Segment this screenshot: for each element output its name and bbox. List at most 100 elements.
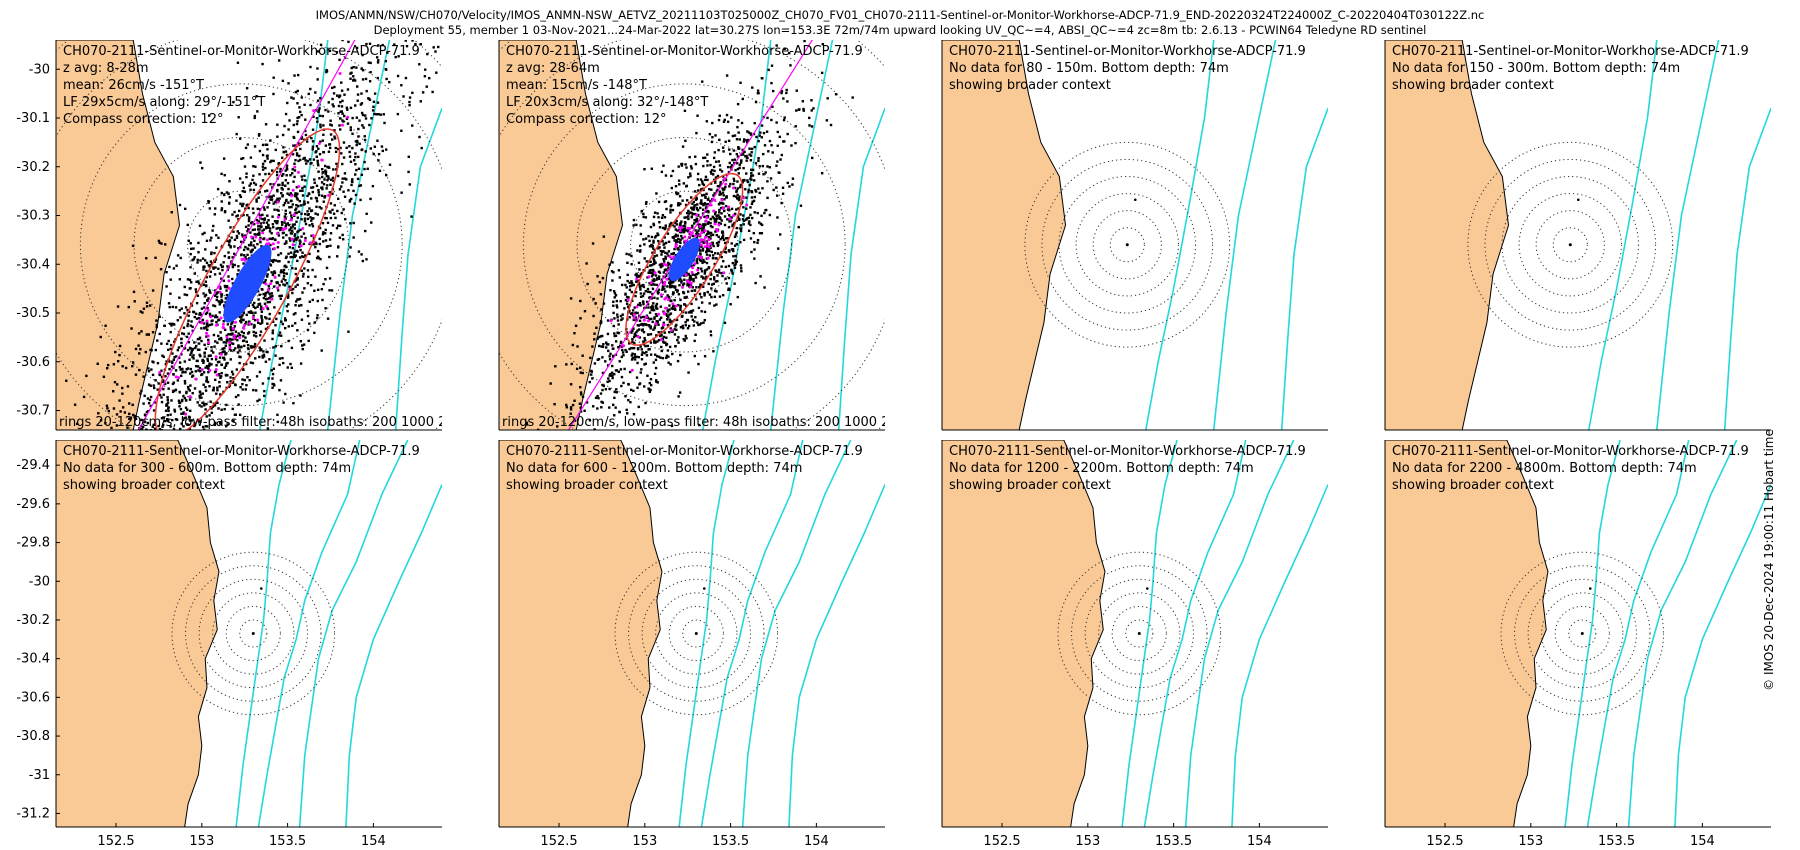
scatter-point: [631, 352, 634, 355]
scatter-point: [222, 304, 226, 307]
scatter-point: [278, 259, 281, 263]
scatter-point: [138, 352, 141, 355]
scatter-point: [753, 257, 756, 260]
scatter-point: [244, 146, 248, 150]
scatter-point: [668, 320, 672, 324]
scatter-point: [246, 143, 250, 146]
scatter-point: [261, 153, 265, 157]
scatter-point: [162, 416, 165, 419]
scatter-point: [680, 281, 683, 284]
scatter-point: [165, 403, 168, 406]
lowpass-point: [635, 305, 639, 309]
scatter-point: [171, 418, 174, 422]
scatter-point: [198, 348, 201, 352]
scatter-point: [641, 284, 645, 287]
scatter-point: [202, 306, 206, 309]
scatter-point: [639, 232, 643, 236]
scatter-point: [671, 307, 674, 311]
scatter-point: [369, 6, 371, 8]
scatter-point: [202, 433, 204, 435]
scatter-point: [601, 371, 605, 375]
scatter-point: [717, 235, 720, 239]
scatter-point: [225, 362, 228, 365]
scatter-point: [195, 317, 199, 320]
scatter-point: [645, 323, 648, 327]
scatter-point: [2, 539, 4, 541]
scatter-point: [678, 224, 682, 227]
scatter-point: [750, 147, 754, 151]
scatter-point: [687, 215, 690, 218]
x-tick-label: 152.5: [983, 834, 1020, 849]
scatter-point: [186, 385, 190, 389]
scatter-point: [276, 246, 280, 249]
scatter-point: [248, 354, 252, 357]
scatter-point: [712, 156, 716, 160]
scatter-point: [297, 204, 300, 208]
scatter-point: [127, 402, 131, 405]
scatter-point: [333, 204, 336, 207]
lowpass-point: [636, 335, 640, 339]
scatter-point: [225, 293, 229, 297]
scatter-point: [717, 214, 720, 217]
scatter-point: [720, 265, 723, 268]
scatter-point: [213, 213, 216, 216]
scatter-point: [186, 367, 190, 370]
y-tick-label: -29.6: [16, 497, 50, 512]
panel-annotation-line: Compass correction: 12°: [506, 112, 666, 127]
scatter-point: [732, 182, 735, 186]
scatter-point: [579, 317, 582, 320]
scatter-point: [712, 244, 715, 248]
scatter-point: [282, 274, 286, 278]
scatter-point: [340, 89, 344, 92]
scatter-point: [282, 277, 285, 281]
scatter-point: [663, 216, 667, 219]
scatter-point: [619, 314, 623, 318]
scatter-point: [596, 337, 599, 340]
scatter-point: [680, 279, 683, 282]
scatter-point: [321, 171, 324, 174]
scatter-point: [316, 78, 319, 81]
scatter-point: [266, 300, 270, 304]
scatter-point: [733, 263, 736, 267]
scatter-point: [677, 341, 680, 344]
scatter-point: [257, 134, 261, 137]
scatter-point: [168, 360, 171, 363]
scatter-point: [238, 315, 242, 319]
scatter-point: [210, 345, 213, 349]
scatter-point: [223, 358, 226, 361]
scatter-point: [726, 237, 729, 240]
scatter-point: [311, 128, 315, 131]
scatter-point: [679, 202, 682, 205]
scatter-point: [263, 302, 267, 305]
scatter-point: [639, 288, 642, 291]
scatter-point: [670, 221, 673, 225]
scatter-point: [407, 155, 410, 159]
scatter-point: [613, 372, 616, 376]
scatter-point: [282, 231, 285, 235]
scatter-point: [185, 293, 189, 297]
scatter-point: [636, 347, 640, 351]
scatter-point: [292, 144, 295, 147]
scatter-point: [708, 254, 711, 257]
scatter-point: [631, 329, 634, 333]
isobath-line-2: [837, 107, 885, 430]
lowpass-point: [704, 241, 708, 245]
scatter-point: [766, 165, 769, 168]
scatter-point: [225, 284, 229, 288]
scatter-point: [284, 150, 288, 153]
scatter-point: [265, 350, 268, 353]
y-tick-label: -30.5: [16, 306, 50, 321]
scatter-point: [361, 53, 364, 57]
scatter-point: [596, 358, 600, 362]
scatter-point: [720, 255, 723, 259]
scatter-point: [317, 188, 320, 192]
y-tick-label: -31: [29, 768, 50, 783]
scatter-point: [158, 315, 161, 318]
scatter-point: [218, 393, 222, 396]
scatter-point: [291, 203, 294, 206]
scatter-point: [317, 110, 320, 114]
scatter-point: [609, 372, 612, 376]
scatter-point: [322, 240, 325, 243]
scatter-point: [364, 114, 367, 117]
scatter-point: [333, 137, 337, 140]
